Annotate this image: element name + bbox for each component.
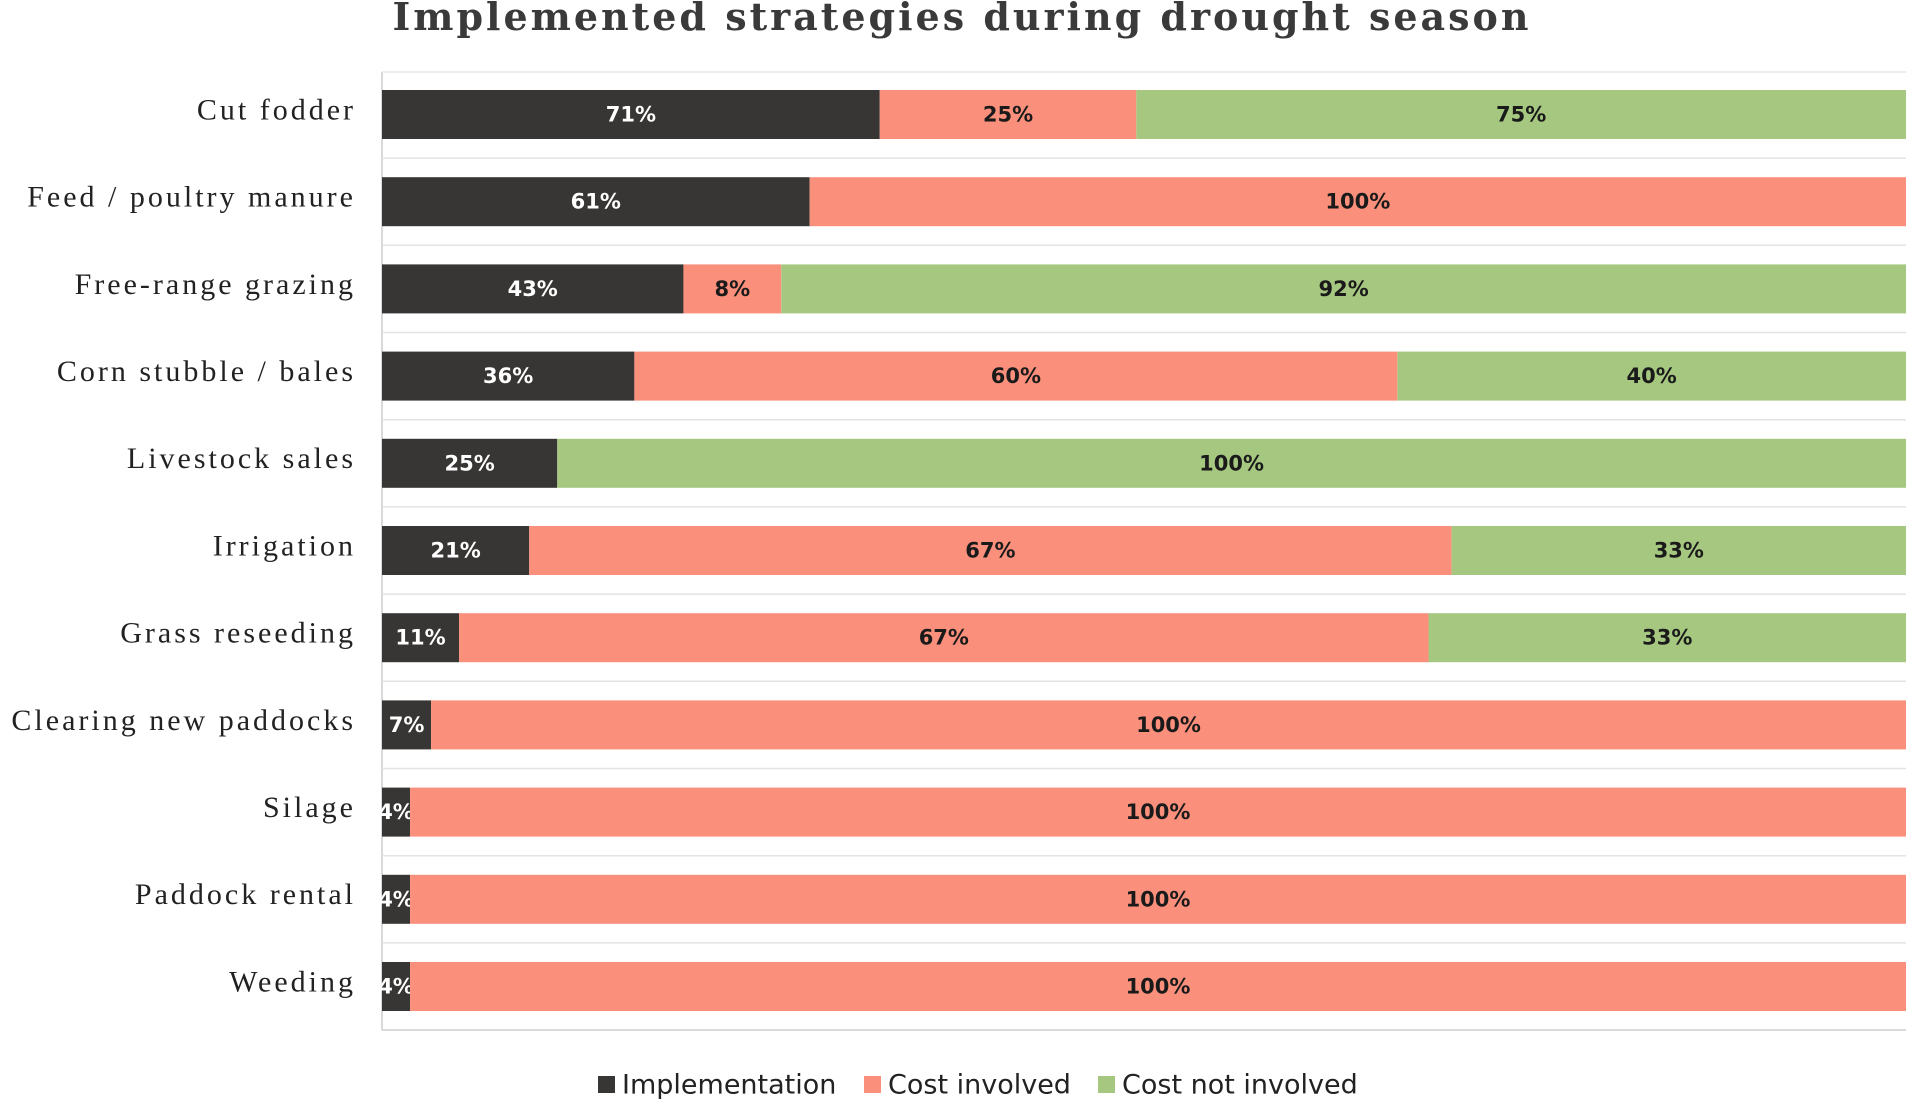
data-label: 75%	[1496, 103, 1546, 127]
data-label: 40%	[1627, 364, 1677, 388]
category-label: Livestock sales	[127, 442, 356, 475]
data-label: 8%	[715, 277, 751, 301]
data-label: 92%	[1318, 277, 1368, 301]
plot-area: Cut fodder 71% 25% 75% Feed / poultry manure…	[11, 71, 1907, 1031]
category-label: Cut fodder	[197, 93, 356, 126]
legend-label: Cost not involved	[1122, 1070, 1358, 1100]
bar-cost-not-involved	[1451, 526, 1906, 575]
data-label: 43%	[508, 277, 558, 301]
bar-cost-involved	[431, 700, 1907, 750]
bar-cost-not-involved	[1428, 613, 1906, 663]
category-label: Silage	[263, 791, 356, 824]
bar-cost-involved	[683, 264, 782, 314]
data-label: 60%	[991, 364, 1041, 388]
data-label: 4%	[378, 887, 414, 911]
bar-cost-not-involved	[1397, 351, 1906, 401]
data-label: 21%	[430, 539, 480, 563]
bar-implementation	[382, 613, 460, 663]
bar-implementation	[382, 438, 558, 488]
bar-cost-involved	[879, 90, 1137, 139]
data-label: 100%	[1126, 975, 1191, 999]
bar-implementation	[382, 526, 530, 575]
data-label: 61%	[571, 190, 621, 214]
bar-cost-involved	[634, 351, 1398, 401]
category-label: Clearing new paddocks	[11, 704, 356, 737]
bar-cost-not-involved	[781, 264, 1906, 314]
bar-cost-involved	[459, 613, 1429, 663]
bar-cost-involved	[809, 177, 1906, 227]
data-label: 71%	[606, 103, 656, 127]
data-label: 100%	[1126, 887, 1191, 911]
bar-implementation	[382, 962, 411, 1011]
data-label: 33%	[1642, 626, 1692, 650]
data-label: 25%	[983, 103, 1033, 127]
bar-implementation	[382, 90, 880, 139]
bar-implementation	[382, 351, 635, 401]
bar-implementation	[382, 700, 432, 750]
data-label: 67%	[965, 539, 1015, 563]
bar-implementation	[382, 264, 684, 314]
legend-swatch	[598, 1076, 615, 1093]
category-label: Weeding	[229, 965, 356, 998]
data-label: 33%	[1654, 539, 1704, 563]
data-label: 7%	[389, 713, 425, 737]
data-label: 100%	[1199, 451, 1264, 475]
category-label: Irrigation	[213, 529, 356, 562]
data-label: 25%	[444, 451, 494, 475]
bar-cost-not-involved	[557, 438, 1906, 488]
category-label: Corn stubble / bales	[57, 355, 356, 388]
legend: Implementation Cost involved Cost not invo…	[598, 1070, 1358, 1100]
data-label: 36%	[483, 364, 533, 388]
legend-swatch	[1098, 1076, 1115, 1093]
bar-implementation	[382, 874, 411, 924]
data-label: 67%	[919, 626, 969, 650]
legend-label: Cost involved	[888, 1070, 1071, 1100]
category-label: Paddock rental	[135, 878, 356, 911]
data-label: 4%	[378, 800, 414, 824]
bar-cost-involved	[529, 526, 1452, 575]
category-label: Free-range grazing	[75, 268, 356, 301]
data-label: 100%	[1325, 190, 1390, 214]
bar-implementation	[382, 787, 411, 837]
data-label: 4%	[378, 975, 414, 999]
category-label: Grass reseeding	[120, 617, 356, 650]
chart-title: Implemented strategies during drought se…	[392, 0, 1531, 39]
data-label: 100%	[1136, 713, 1201, 737]
category-label: Feed / poultry manure	[27, 181, 356, 214]
bar-cost-involved	[410, 787, 1906, 837]
bar-cost-involved	[410, 874, 1906, 924]
bar-cost-involved	[410, 962, 1906, 1011]
legend-label: Implementation	[622, 1070, 836, 1100]
bar-implementation	[382, 177, 810, 227]
data-label: 100%	[1126, 800, 1191, 824]
bar-cost-not-involved	[1136, 90, 1906, 139]
legend-swatch	[864, 1076, 881, 1093]
data-label: 11%	[395, 626, 445, 650]
